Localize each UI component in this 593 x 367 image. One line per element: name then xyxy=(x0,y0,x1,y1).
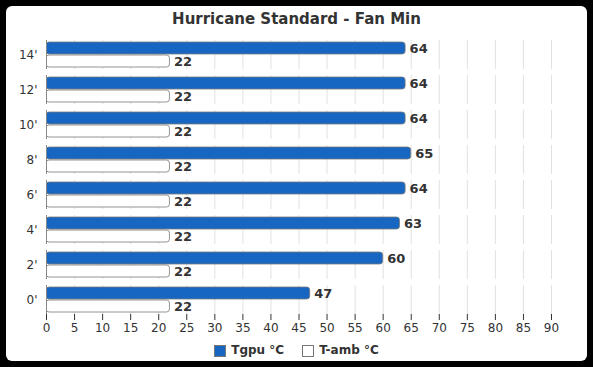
svg-text:22: 22 xyxy=(174,54,192,69)
svg-text:8': 8' xyxy=(27,153,38,167)
svg-text:20: 20 xyxy=(151,321,166,335)
svg-text:6': 6' xyxy=(27,188,38,202)
svg-text:35: 35 xyxy=(235,321,250,335)
svg-text:22: 22 xyxy=(174,89,192,104)
svg-text:65: 65 xyxy=(404,321,419,335)
svg-text:40: 40 xyxy=(263,321,278,335)
svg-text:0: 0 xyxy=(43,321,51,335)
svg-text:70: 70 xyxy=(432,321,447,335)
svg-text:30: 30 xyxy=(207,321,222,335)
svg-text:22: 22 xyxy=(174,159,192,174)
svg-text:47: 47 xyxy=(314,286,332,301)
svg-text:10: 10 xyxy=(95,321,110,335)
svg-text:4': 4' xyxy=(27,223,38,237)
svg-text:90: 90 xyxy=(544,321,559,335)
svg-text:0': 0' xyxy=(27,293,38,307)
svg-text:60: 60 xyxy=(376,321,391,335)
svg-text:75: 75 xyxy=(460,321,475,335)
svg-text:22: 22 xyxy=(174,124,192,139)
svg-text:60: 60 xyxy=(387,251,405,266)
svg-text:50: 50 xyxy=(319,321,334,335)
html-text:Hurricane Standard - Fan Min: Hurricane Standard - Fan Min xyxy=(172,10,421,28)
svg-text:22: 22 xyxy=(174,194,192,209)
svg-text:22: 22 xyxy=(174,299,192,314)
svg-text:64: 64 xyxy=(410,111,428,126)
svg-text:5: 5 xyxy=(71,321,79,335)
svg-text:55: 55 xyxy=(347,321,362,335)
svg-text:10': 10' xyxy=(19,118,38,132)
svg-text:80: 80 xyxy=(488,321,503,335)
html-text:Tgpu °C: Tgpu °C xyxy=(231,343,285,357)
svg-text:63: 63 xyxy=(404,216,422,231)
svg-text:64: 64 xyxy=(410,76,428,91)
svg-text:64: 64 xyxy=(410,181,428,196)
svg-text:12': 12' xyxy=(19,83,38,97)
svg-text:22: 22 xyxy=(174,229,192,244)
svg-text:85: 85 xyxy=(516,321,531,335)
svg-text:45: 45 xyxy=(291,321,306,335)
svg-text:64: 64 xyxy=(410,41,428,56)
svg-text:2': 2' xyxy=(27,258,38,272)
svg-text:14': 14' xyxy=(19,48,38,62)
html-text:T-amb °C: T-amb °C xyxy=(319,343,379,357)
svg-text:25: 25 xyxy=(179,321,194,335)
svg-text:65: 65 xyxy=(415,146,433,161)
svg-text:15: 15 xyxy=(123,321,138,335)
svg-text:22: 22 xyxy=(174,264,192,279)
